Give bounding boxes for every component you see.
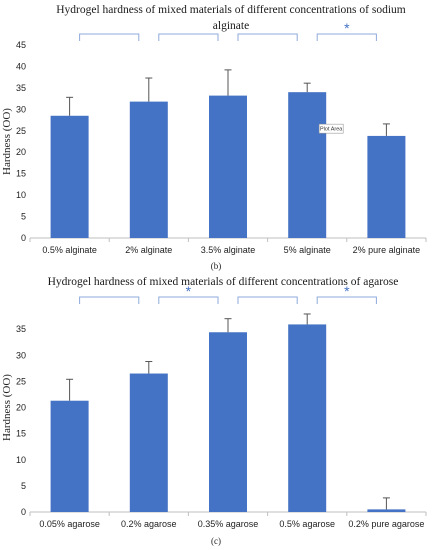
x-category-label: 2% alginate [125, 245, 172, 255]
significance-bracket [79, 33, 140, 41]
chart-title-line: alginate [213, 20, 249, 32]
x-category-label: 5% alginate [284, 245, 331, 255]
y-tick-label: 30 [16, 350, 26, 360]
y-tick-label: 10 [16, 455, 26, 465]
significance-bracket [79, 296, 140, 304]
significance-star: * [344, 20, 350, 36]
x-category-label: 0.5% agarose [279, 519, 335, 529]
bar [288, 324, 327, 512]
panel-label: (c) [211, 536, 221, 546]
plot-area-tooltip: Plot Area [318, 123, 344, 134]
chart-title-line: Hydrogel hardness of mixed materials of … [56, 4, 406, 16]
x-category-label: 3.5% alginate [201, 245, 256, 255]
y-tick-label: 35 [16, 324, 26, 334]
bar [209, 332, 247, 512]
significance-star: * [344, 283, 350, 299]
bar [50, 400, 89, 512]
significance-bracket [316, 33, 377, 41]
y-tick-label: 45 [16, 40, 26, 50]
x-category-label: 0.35% agarose [198, 519, 259, 529]
y-axis-label: Hardness (OO) [1, 374, 13, 441]
x-category-label: 0.05% agarose [39, 519, 100, 529]
x-category-label: 0.2% agarose [121, 519, 177, 529]
panel-label: (b) [211, 261, 222, 271]
y-tick-label: 40 [16, 61, 26, 71]
y-tick-label: 0 [21, 233, 26, 243]
bar [129, 373, 168, 512]
chart-panel-2: Hydrogel hardness of mixed materials of … [1, 276, 427, 546]
y-tick-label: 35 [16, 83, 26, 93]
y-tick-label: 0 [21, 507, 26, 517]
y-tick-label: 20 [16, 403, 26, 413]
y-tick-label: 25 [16, 126, 26, 136]
y-axis-label: Hardness (OO) [1, 108, 13, 175]
bar [367, 135, 406, 238]
bar [288, 92, 327, 238]
significance-star: * [186, 283, 192, 299]
y-tick-label: 15 [16, 169, 26, 179]
significance-bracket [316, 296, 377, 304]
chart-title-line: Hydrogel hardness of mixed materials of … [48, 276, 399, 288]
bar [129, 101, 168, 238]
x-category-label: 2% pure alginate [353, 245, 421, 255]
significance-bracket [158, 296, 219, 304]
significance-bracket [158, 33, 219, 41]
y-tick-label: 10 [16, 190, 26, 200]
bar [367, 509, 406, 512]
y-tick-label: 5 [21, 481, 26, 491]
x-category-label: 0.2% pure agarose [348, 519, 424, 529]
tooltip-box [318, 123, 344, 134]
y-tick-label: 25 [16, 376, 26, 386]
bar [50, 115, 89, 238]
y-tick-label: 30 [16, 104, 26, 114]
y-tick-label: 15 [16, 429, 26, 439]
chart-panel-1: Hydrogel hardness of mixed materials of … [1, 4, 427, 271]
tooltip-text: Plot Area [320, 126, 343, 132]
x-category-label: 0.5% alginate [42, 245, 97, 255]
bar [209, 95, 247, 238]
y-tick-label: 5 [21, 212, 26, 222]
significance-bracket [237, 33, 298, 41]
significance-bracket [237, 296, 298, 304]
y-tick-label: 20 [16, 147, 26, 157]
